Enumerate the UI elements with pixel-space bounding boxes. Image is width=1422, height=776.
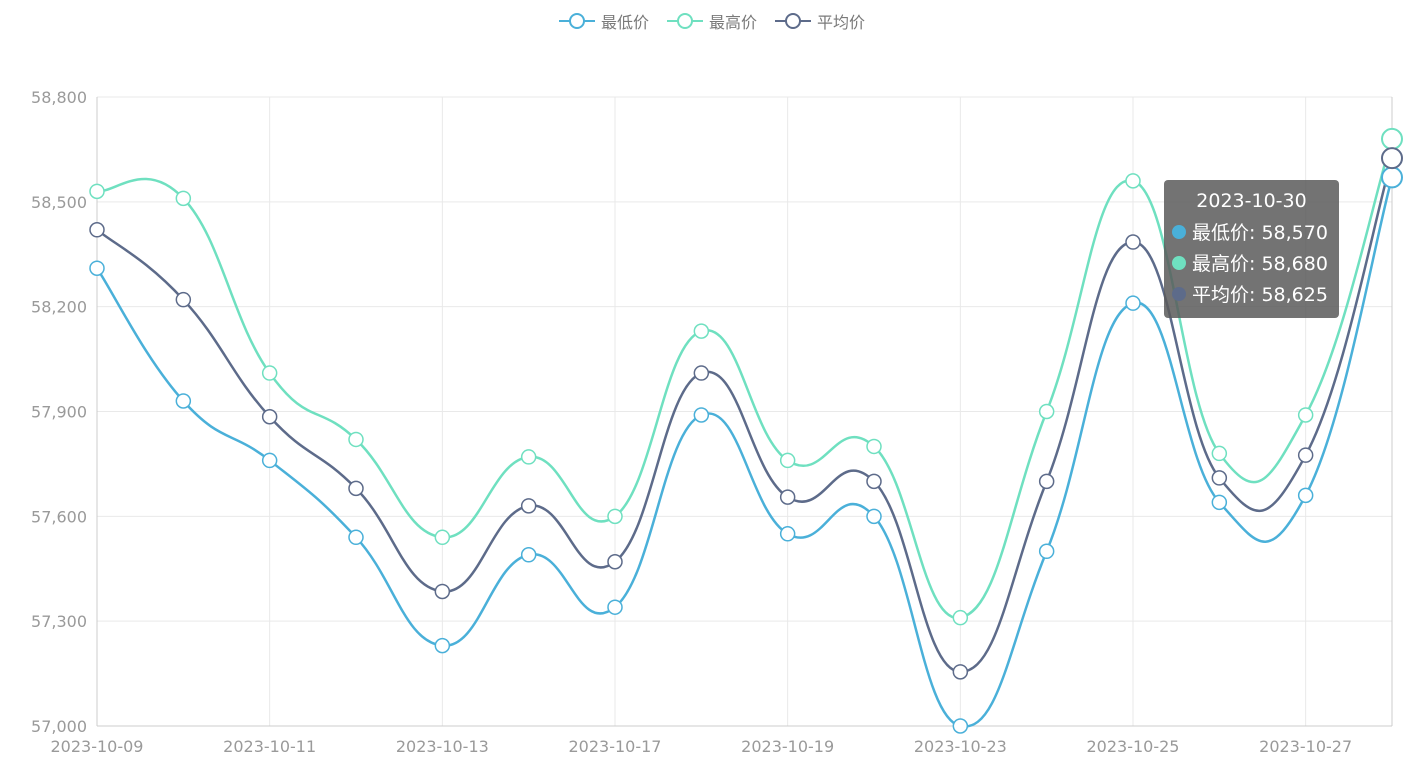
x-tick-label: 2023-10-25 <box>1087 737 1180 756</box>
y-tick-label: 57,000 <box>31 717 87 736</box>
data-point-marker <box>520 449 537 465</box>
legend-label: 最高价 <box>708 13 757 32</box>
data-point-marker <box>1211 494 1228 511</box>
data-point-marker <box>89 260 105 276</box>
legend-line-marker-icon <box>558 13 595 29</box>
data-point-marker <box>348 480 364 497</box>
data-point-marker <box>520 498 537 514</box>
y-tick-label: 58,500 <box>31 193 87 212</box>
tooltip-row-max: 最高价: 58,680 <box>1172 247 1331 278</box>
y-tick-label: 57,900 <box>31 403 87 422</box>
legend-label: 最低价 <box>600 13 649 32</box>
data-point-marker <box>1297 487 1314 504</box>
legend-item-min-price[interactable]: 最低价 <box>557 8 649 34</box>
data-point-marker <box>1211 445 1228 462</box>
data-point-marker <box>261 452 278 469</box>
y-tick-label: 57,300 <box>31 612 87 631</box>
data-point-marker <box>866 508 882 525</box>
x-tick-label: 2023-10-19 <box>741 737 834 756</box>
legend-line-marker-icon <box>666 13 703 29</box>
series-color-dot-icon <box>1172 224 1186 239</box>
data-point-marker <box>434 583 451 600</box>
tooltip-row-min: 最低价: 58,570 <box>1172 216 1331 247</box>
x-tick-label: 2023-10-11 <box>223 737 316 756</box>
data-point-marker <box>89 183 105 200</box>
data-point-marker <box>866 438 882 455</box>
data-point-marker <box>1297 447 1314 463</box>
data-point-marker <box>779 526 796 542</box>
data-point-marker <box>434 529 451 546</box>
data-point-marker <box>1381 127 1403 150</box>
tooltip-row-avg: 平均价: 58,625 <box>1172 278 1331 309</box>
y-tick-label: 58,200 <box>31 298 87 317</box>
series-color-dot-icon <box>1172 286 1186 301</box>
data-point-marker <box>520 547 537 563</box>
data-point-marker <box>261 365 278 381</box>
y-tick-label: 57,600 <box>31 507 87 526</box>
tooltip-value: 平均价: 58,625 <box>1192 284 1328 306</box>
data-point-marker <box>261 408 278 425</box>
legend-label: 平均价 <box>817 13 866 32</box>
legend-line-marker-icon <box>775 13 811 29</box>
data-point-marker <box>175 393 192 409</box>
data-point-marker <box>952 718 969 734</box>
data-point-marker <box>89 222 105 238</box>
legend-item-avg-price[interactable]: 平均价 <box>773 8 865 34</box>
data-point-marker <box>693 323 710 339</box>
data-point-marker <box>348 529 364 546</box>
x-tick-label: 2023-10-23 <box>914 737 1007 756</box>
chart-tooltip: 2023-10-30 最低价: 58,570 最高价: 58,680 平均价: … <box>1164 180 1339 318</box>
data-point-marker <box>607 508 623 525</box>
data-point-marker <box>1038 403 1055 420</box>
tooltip-value: 最低价: 58,570 <box>1192 222 1328 244</box>
data-point-marker <box>1297 407 1314 423</box>
tooltip-title: 2023-10-30 <box>1196 190 1307 212</box>
data-point-marker <box>1381 166 1403 189</box>
data-point-marker <box>866 473 882 490</box>
legend-item-max-price[interactable]: 最高价 <box>665 8 757 34</box>
data-point-marker <box>779 489 796 505</box>
data-point-marker <box>952 609 969 626</box>
x-tick-label: 2023-10-09 <box>51 737 144 756</box>
data-point-marker <box>693 365 710 381</box>
data-point-marker <box>175 190 192 207</box>
data-point-marker <box>952 664 969 680</box>
data-point-marker <box>1125 234 1141 250</box>
data-point-marker <box>779 452 796 469</box>
data-point-marker <box>175 291 192 308</box>
y-tick-label: 58,800 <box>31 88 87 107</box>
data-point-marker <box>1038 473 1055 490</box>
data-point-marker <box>434 637 451 654</box>
series-color-dot-icon <box>1172 255 1186 270</box>
data-point-marker <box>1381 147 1403 170</box>
data-point-marker <box>1211 470 1228 486</box>
data-point-marker <box>607 554 623 570</box>
data-point-marker <box>1038 543 1055 560</box>
data-point-marker <box>1125 295 1141 311</box>
chart-legend: 最低价 最高价 平均价 <box>0 8 1422 34</box>
x-tick-label: 2023-10-17 <box>569 737 662 756</box>
data-point-marker <box>607 599 623 615</box>
x-tick-label: 2023-10-13 <box>396 737 489 756</box>
data-point-marker <box>348 431 364 448</box>
x-tick-label: 2023-10-27 <box>1259 737 1352 756</box>
tooltip-value: 最高价: 58,680 <box>1192 253 1328 275</box>
data-point-marker <box>1125 173 1141 189</box>
data-point-marker <box>693 407 710 423</box>
